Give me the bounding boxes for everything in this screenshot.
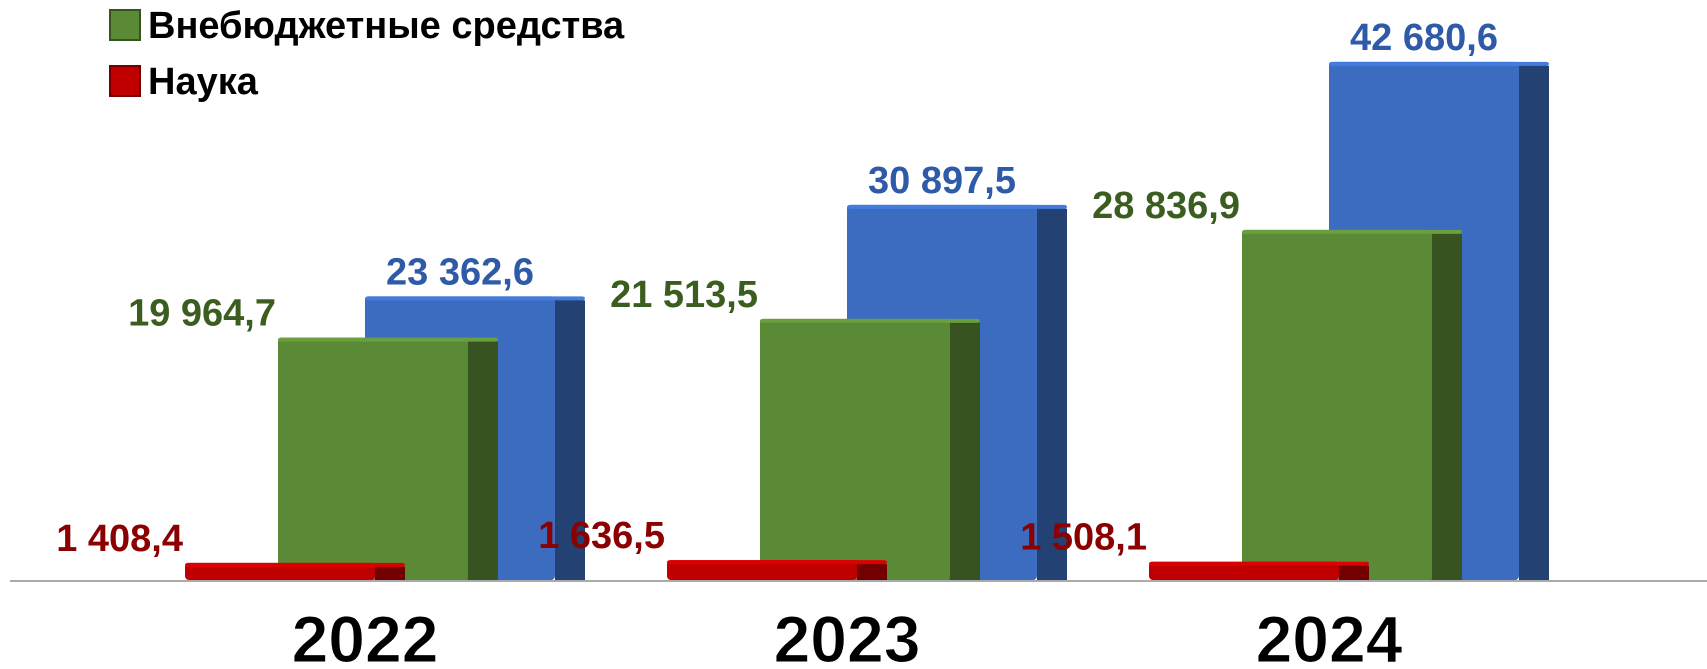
bar-side	[1432, 229, 1462, 580]
bar-side	[468, 337, 498, 580]
bar-highlight	[278, 337, 498, 342]
bar-highlight	[760, 318, 980, 323]
legend-swatch	[109, 65, 141, 97]
value-label: 19 964,7	[128, 293, 276, 335]
value-label: 1 508,1	[1020, 517, 1147, 559]
value-label: 21 513,5	[610, 274, 758, 316]
bar	[185, 562, 375, 580]
bar	[760, 318, 950, 580]
bar-highlight	[1329, 61, 1549, 66]
value-label: 1 636,5	[538, 515, 665, 557]
value-label: 30 897,5	[868, 160, 1016, 202]
bar-side	[1037, 204, 1067, 580]
value-label: 23 362,6	[386, 251, 534, 293]
value-label: 1 408,4	[56, 518, 183, 560]
bar-highlight	[667, 560, 887, 565]
value-label: 42 680,6	[1350, 17, 1498, 59]
bar-side	[555, 296, 585, 580]
bar-side	[375, 562, 405, 580]
legend-label: Наука	[148, 61, 259, 103]
bar	[1149, 561, 1339, 580]
bar-highlight	[365, 296, 585, 301]
x-tick-label: 2024	[1256, 602, 1403, 669]
legend-swatch	[109, 9, 141, 41]
x-tick-label: 2023	[774, 602, 921, 669]
bar-side	[1519, 61, 1549, 580]
bar	[1242, 229, 1432, 580]
legend-label: Внебюджетные средства	[148, 5, 625, 47]
x-tick-label: 2022	[292, 602, 439, 669]
bar	[278, 337, 468, 580]
bar-highlight	[847, 204, 1067, 209]
bar-highlight	[185, 562, 405, 567]
bar-side	[1339, 561, 1369, 580]
bar	[667, 560, 857, 580]
bar-highlight	[1149, 561, 1369, 566]
bar-side	[857, 560, 887, 580]
value-label: 28 836,9	[1092, 185, 1240, 227]
bar-highlight	[1242, 229, 1462, 234]
bar-side	[950, 318, 980, 580]
